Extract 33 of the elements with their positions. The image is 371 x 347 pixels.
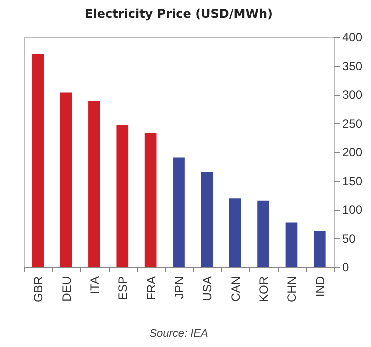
bar [314, 231, 326, 267]
x-tick-label: FRA [144, 276, 158, 300]
bar [88, 101, 100, 267]
x-tick-label: USA [200, 276, 215, 302]
x-tick-label: ITA [88, 276, 102, 294]
x-tick-label: JPN [172, 276, 186, 300]
y-tick-label: 0 [342, 260, 350, 274]
x-tick-label: CAN [228, 276, 243, 302]
x-tick-label: ESP [116, 276, 130, 301]
y-tick-label: 150 [342, 174, 363, 188]
bar [173, 158, 185, 267]
y-tick-label: 200 [342, 146, 363, 160]
x-tick-label: KOR [257, 276, 272, 303]
bar [144, 133, 157, 267]
x-tick-label: CHN [285, 276, 300, 302]
bar [258, 200, 270, 267]
chart-title: Electricity Price (USD/MWh) [85, 7, 273, 21]
bar [116, 126, 129, 267]
y-tick-label: 400 [342, 30, 363, 44]
bar [201, 172, 214, 267]
bar [32, 54, 44, 267]
source-note: Source: IEA [150, 328, 208, 340]
x-tick-label: DEU [60, 276, 74, 302]
y-tick-label: 100 [342, 203, 363, 217]
y-tick-label: 250 [342, 116, 363, 131]
bar [229, 198, 242, 267]
y-tick-label: 300 [342, 88, 363, 102]
bar [286, 222, 298, 267]
y-tick-label: 350 [342, 59, 363, 74]
y-tick-label: 50 [342, 232, 356, 246]
x-tick-label: GBR [32, 276, 46, 303]
x-tick-label: IND [313, 276, 328, 298]
bar [60, 92, 72, 267]
